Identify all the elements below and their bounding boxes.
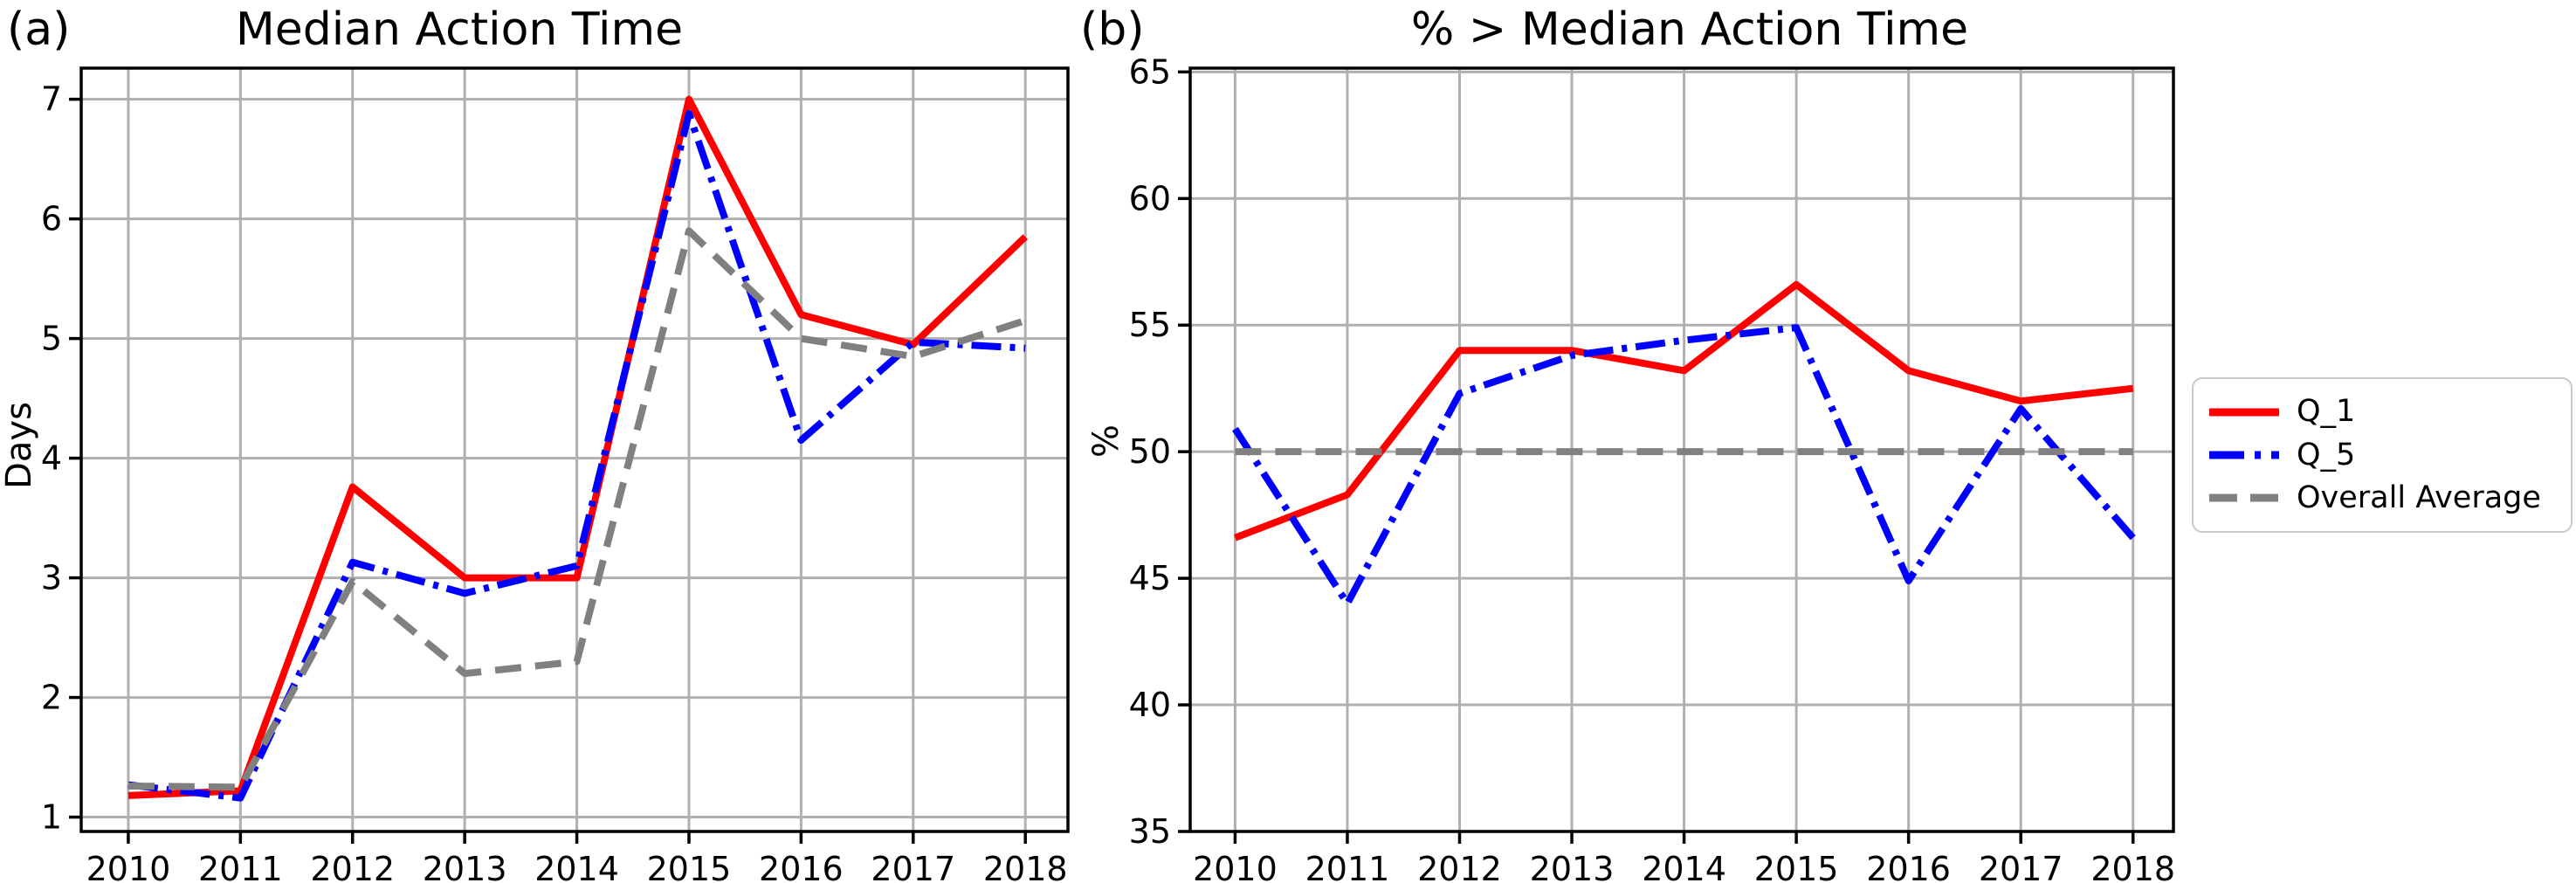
y-tick-label: 1 bbox=[41, 798, 62, 837]
x-tick-label: 2015 bbox=[647, 850, 732, 883]
x-tick-label: 2014 bbox=[534, 850, 619, 883]
y-tick-label: 65 bbox=[1129, 52, 1171, 91]
chart-a-plot: 2010 2011 2012 2013 2014 2015 2016 2017 2018 1 2 3 4… bbox=[41, 66, 1070, 883]
x-tick-label: 2010 bbox=[1193, 850, 1278, 883]
y-tick-label: 7 bbox=[41, 80, 62, 119]
x-tick-label: 2012 bbox=[310, 850, 395, 883]
legend: Q_1 Q_5 Overall Average bbox=[2192, 377, 2573, 533]
x-tick-label: 2017 bbox=[871, 850, 955, 883]
y-tick-label: 5 bbox=[41, 320, 62, 358]
series-line-overall-average bbox=[127, 227, 1027, 791]
chart-a-title: Median Action Time bbox=[235, 3, 684, 56]
series-line-q-5 bbox=[127, 110, 1026, 802]
chart-b-plot: 2010 2011 2012 2013 2014 2015 2016 2017 2018 35 40… bbox=[1129, 52, 2175, 883]
y-tick-label: 45 bbox=[1129, 559, 1171, 597]
axes-spine bbox=[79, 66, 1070, 833]
chart-b-ylabel: % bbox=[1086, 424, 1126, 459]
x-tick-label: 2018 bbox=[2090, 850, 2175, 883]
y-tick-label: 60 bbox=[1129, 179, 1171, 217]
y-tick-label: 2 bbox=[41, 679, 62, 717]
legend-line-average-sample bbox=[2209, 493, 2279, 502]
x-tick-label: 2013 bbox=[1530, 850, 1615, 883]
legend-item-q1: Q_1 bbox=[2194, 397, 2571, 427]
legend-line-q5-sample bbox=[2209, 451, 2279, 459]
y-tick-label: 3 bbox=[41, 559, 62, 597]
series-line-q-5 bbox=[1232, 324, 2136, 608]
x-tick-label: 2017 bbox=[1979, 850, 2063, 883]
x-tick-label: 2011 bbox=[198, 850, 283, 883]
legend-item-q5: Q_5 bbox=[2194, 437, 2571, 473]
y-tick-label: 55 bbox=[1129, 306, 1171, 344]
panel-label-a: (a) bbox=[7, 3, 71, 56]
x-tick-label: 2014 bbox=[1642, 850, 1726, 883]
x-tick-label: 2018 bbox=[983, 850, 1068, 883]
chart-b-title: % > Median Action Time bbox=[1410, 3, 1969, 56]
y-tick-label: 40 bbox=[1129, 686, 1171, 724]
x-tick-label: 2013 bbox=[423, 850, 507, 883]
x-tick-label: 2012 bbox=[1417, 850, 1502, 883]
legend-line-q1-sample bbox=[2209, 408, 2279, 417]
y-tick-label: 35 bbox=[1129, 812, 1171, 851]
axes-spine bbox=[1188, 66, 2175, 833]
x-tick-label: 2016 bbox=[759, 850, 844, 883]
legend-item-average: Overall Average bbox=[2194, 479, 2571, 515]
legend-label-q1: Q_1 bbox=[2297, 394, 2356, 430]
chart-a-ylabel: Days bbox=[0, 402, 39, 489]
x-tick-label: 2015 bbox=[1754, 850, 1839, 883]
series-line-q-1 bbox=[1233, 280, 2134, 542]
x-tick-label: 2016 bbox=[1866, 850, 1951, 883]
y-tick-label: 4 bbox=[41, 439, 62, 478]
series-line-q-1 bbox=[127, 95, 1028, 799]
y-tick-label: 6 bbox=[41, 200, 62, 238]
x-tick-label: 2010 bbox=[86, 850, 171, 883]
panel-label-b: (b) bbox=[1080, 3, 1145, 56]
y-tick-label: 50 bbox=[1129, 432, 1171, 471]
legend-label-average: Overall Average bbox=[2297, 479, 2541, 515]
legend-label-q5: Q_5 bbox=[2297, 437, 2356, 473]
x-tick-label: 2011 bbox=[1305, 850, 1390, 883]
